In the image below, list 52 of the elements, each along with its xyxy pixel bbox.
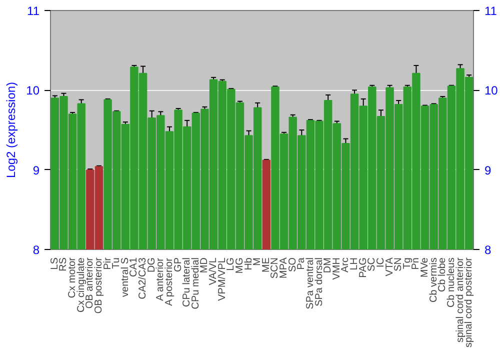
x-tick-label: ME — [260, 257, 272, 272]
y-tick-label: 11 — [27, 4, 40, 18]
x-tick-label: Pn — [410, 257, 422, 270]
x-tick-label: Pa — [296, 257, 308, 270]
x-tick-label: SC — [366, 257, 378, 272]
x-tick-label: Tg — [402, 258, 413, 270]
x-tick-label: Pir — [102, 256, 114, 270]
x-tick-label: DG — [146, 257, 158, 272]
x-tick-label: MG — [234, 257, 246, 274]
x-tick-label: SO — [287, 257, 298, 272]
x-tick-label: Cb lobe — [437, 257, 448, 292]
x-tick-label: SCN — [270, 257, 281, 279]
x-tick-label: MVe — [420, 257, 431, 278]
x-tick-label: LS — [49, 257, 60, 270]
x-tick-label: Cx cingulate — [76, 257, 87, 313]
y-axis-title: Log2 (expression) — [4, 82, 18, 178]
x-tick-label: spinal cord anterior — [454, 256, 466, 343]
x-tick-label: Hb — [243, 257, 254, 270]
x-tick-label: MPA — [278, 257, 290, 278]
y-tick-label: 9 — [32, 163, 40, 178]
y2-tick-label: 11 — [484, 4, 498, 18]
x-tick-label: Tu — [111, 257, 122, 269]
x-tick-label: A anterior — [155, 257, 166, 301]
y-tick-label: 10 — [26, 84, 40, 98]
x-tick-label: PAG — [358, 257, 369, 278]
x-tick-label: CA1 — [128, 257, 140, 277]
x-tick-label: CA2/CA3 — [138, 257, 149, 300]
x-tick-label: spinal cord posterior — [464, 256, 475, 348]
x-tick-label: GP — [172, 257, 184, 272]
y2-tick-label: 10 — [484, 84, 498, 98]
x-tick-label: DM — [322, 257, 334, 274]
x-tick-label: A posterior — [164, 257, 175, 306]
x-tick-label: VPM/VPL — [216, 257, 228, 301]
x-tick-label: LH — [349, 257, 360, 270]
y2-tick-label: 8 — [484, 243, 492, 257]
x-tick-label: IC — [375, 258, 386, 268]
x-tick-label: RS — [58, 257, 70, 272]
x-tick-label: OB posterior — [93, 256, 104, 314]
x-tick-label: CPu medial — [190, 257, 202, 310]
x-tick-label: Arc — [340, 258, 352, 272]
x-tick-label: SPa ventral — [304, 257, 316, 310]
x-tick-label: ventral S — [120, 257, 131, 297]
x-tick-label: LG — [226, 257, 237, 271]
x-tick-label: VMH — [331, 257, 342, 280]
x-tick-label: M — [252, 257, 264, 266]
x-tick-label: OB anterior — [84, 256, 96, 309]
y-tick-label: 8 — [32, 243, 40, 257]
x-tick-label: SN — [393, 257, 404, 272]
x-tick-label: Cb nucleus — [446, 258, 457, 308]
y2-tick-label: 9 — [484, 163, 492, 178]
x-tick-label: SPa dorsal — [314, 257, 325, 306]
x-tick-label: VTA — [384, 257, 396, 276]
